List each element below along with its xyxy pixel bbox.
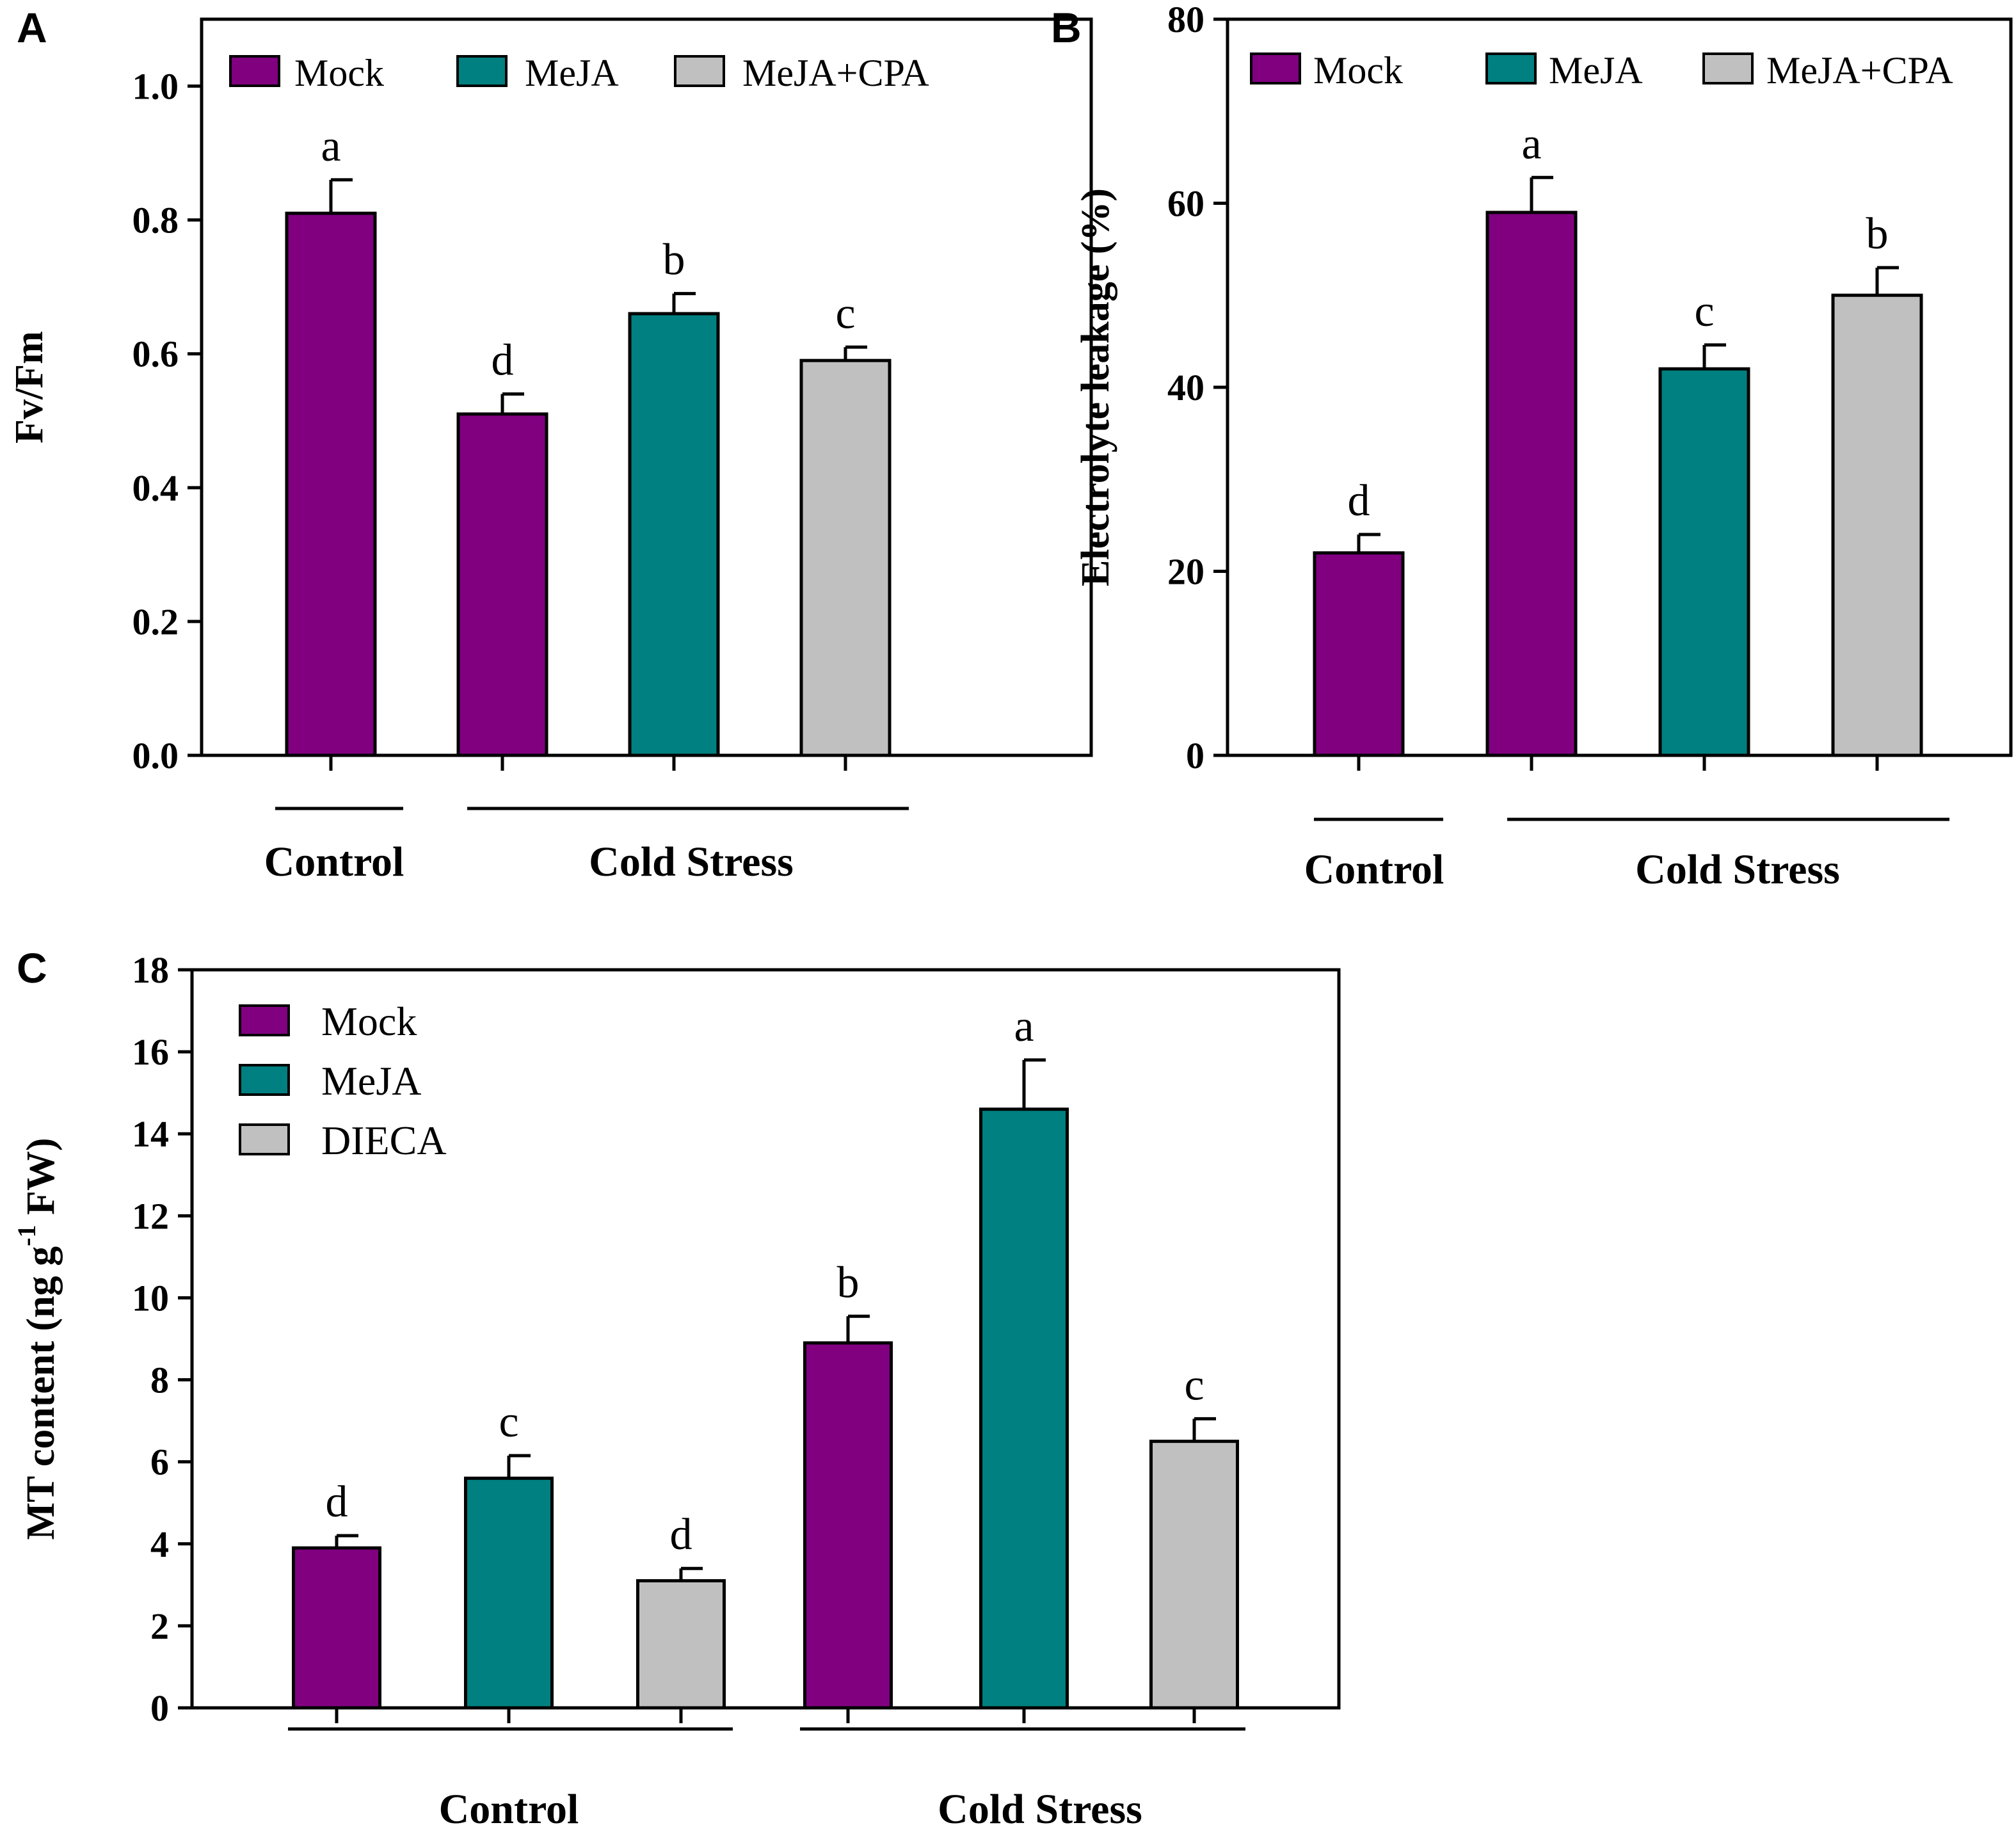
y-axis-label-unit: FW) bbox=[19, 1138, 63, 1225]
panel-a: A 0.0 0.2 0.4 0.6 0.8 1.0 Fv/Fm a d b c Control Cold … bbox=[8, 4, 1093, 885]
legend-swatch bbox=[1250, 52, 1301, 84]
bar bbox=[1831, 293, 1923, 757]
legend-label: Mock bbox=[294, 52, 384, 94]
bar bbox=[979, 1107, 1069, 1710]
y-tick-label: 0 bbox=[1186, 735, 1204, 776]
y-tick-label: 0.6 bbox=[132, 334, 179, 375]
bar bbox=[799, 358, 892, 757]
bar bbox=[1485, 211, 1578, 757]
bar bbox=[1149, 1440, 1239, 1710]
bar bbox=[464, 1476, 554, 1710]
significance-letter: a bbox=[321, 122, 340, 171]
significance-letter: c bbox=[1694, 287, 1714, 336]
plot-frame bbox=[190, 968, 1341, 1710]
legend-label: MeJA bbox=[1549, 49, 1643, 92]
y-tick-label: 60 bbox=[1167, 183, 1204, 225]
y-tick-label: 4 bbox=[150, 1523, 169, 1565]
bar bbox=[1313, 551, 1405, 757]
significance-letter: a bbox=[1521, 119, 1541, 168]
y-axis-label: MT content (ng g-1 FW) bbox=[12, 1138, 63, 1540]
legend-swatch bbox=[239, 1064, 290, 1096]
legend-label: DIECA bbox=[321, 1118, 447, 1163]
y-tick-label: 18 bbox=[132, 949, 169, 991]
legend-swatch bbox=[229, 55, 280, 87]
legend-swatch bbox=[674, 55, 725, 87]
y-tick-label: 0 bbox=[150, 1687, 169, 1729]
significance-letter: b bbox=[837, 1258, 860, 1307]
y-tick-label: 0.2 bbox=[132, 601, 179, 643]
significance-letter: d bbox=[326, 1477, 348, 1527]
panel-label: A bbox=[17, 4, 47, 51]
legend: Mock MeJA MeJA+CPA bbox=[1250, 49, 1953, 92]
panel-b: B 0 20 40 60 80 Electrolyte leakage (%) d a c b Con… bbox=[1051, 0, 2013, 893]
legend-swatch bbox=[456, 55, 508, 87]
y-tick-label: 0.0 bbox=[132, 735, 179, 776]
significance-letter: c bbox=[499, 1397, 518, 1447]
y-tick-label: 1.0 bbox=[132, 66, 179, 108]
legend-label: MeJA+CPA bbox=[742, 52, 929, 94]
legend-label: Mock bbox=[1313, 49, 1403, 92]
y-axis-label-superscript: -1 bbox=[12, 1225, 41, 1246]
significance-letter: d bbox=[1348, 476, 1370, 526]
y-tick-label: 40 bbox=[1167, 367, 1204, 408]
significance-letter: c bbox=[1184, 1360, 1204, 1410]
legend-label: MeJA bbox=[321, 1058, 421, 1104]
significance-letter: a bbox=[1014, 1002, 1034, 1051]
legend-swatch bbox=[239, 1123, 290, 1155]
y-tick-label: 12 bbox=[132, 1195, 169, 1237]
legend: Mock MeJA DIECA bbox=[239, 999, 447, 1163]
y-axis-label-main: MT content (ng g bbox=[19, 1246, 63, 1540]
panel-label: C bbox=[17, 944, 47, 992]
legend: Mock MeJA MeJA+CPA bbox=[229, 52, 929, 94]
y-tick-label: 6 bbox=[150, 1442, 169, 1483]
bar bbox=[636, 1579, 726, 1710]
legend-label: MeJA+CPA bbox=[1766, 49, 1953, 92]
y-axis-label: Fv/Fm bbox=[8, 331, 51, 444]
legend-label: Mock bbox=[321, 999, 417, 1044]
bar bbox=[1658, 367, 1750, 757]
y-tick-label: 14 bbox=[132, 1113, 169, 1155]
legend-label: MeJA bbox=[525, 52, 619, 94]
legend-swatch bbox=[239, 1004, 290, 1036]
legend-swatch bbox=[1485, 52, 1537, 84]
y-tick-label: 8 bbox=[150, 1360, 169, 1401]
group-label: Control bbox=[264, 839, 404, 885]
group-label: Cold Stress bbox=[589, 839, 794, 885]
significance-letter: b bbox=[1866, 209, 1889, 259]
significance-letter: d bbox=[492, 335, 514, 385]
y-tick-label: 80 bbox=[1167, 0, 1204, 40]
y-tick-label: 2 bbox=[150, 1605, 169, 1647]
significance-letter: d bbox=[670, 1510, 692, 1559]
bar bbox=[456, 412, 548, 757]
legend-swatch bbox=[1702, 52, 1754, 84]
y-tick-label: 16 bbox=[132, 1031, 169, 1073]
bar bbox=[292, 1546, 381, 1710]
significance-letter: c bbox=[835, 289, 855, 338]
y-tick-label: 10 bbox=[132, 1277, 169, 1319]
group-label: Control bbox=[1304, 846, 1444, 893]
y-tick-label: 0.4 bbox=[132, 467, 179, 509]
y-tick-label: 20 bbox=[1167, 551, 1204, 593]
significance-letter: b bbox=[663, 236, 685, 285]
bar bbox=[803, 1341, 893, 1710]
group-label: Cold Stress bbox=[938, 1786, 1142, 1833]
bar bbox=[285, 211, 377, 757]
panel-label: B bbox=[1051, 4, 1082, 51]
bar bbox=[628, 312, 720, 757]
y-axis-label: Electrolyte leakage (%) bbox=[1074, 188, 1117, 586]
panel-c: C 0 2 4 6 8 10 12 14 16 18 MT content (ng g-1 FW) d c… bbox=[12, 944, 1341, 1833]
group-label: Control bbox=[439, 1786, 579, 1833]
y-tick-label: 0.8 bbox=[132, 200, 179, 241]
group-label: Cold Stress bbox=[1635, 846, 1840, 893]
